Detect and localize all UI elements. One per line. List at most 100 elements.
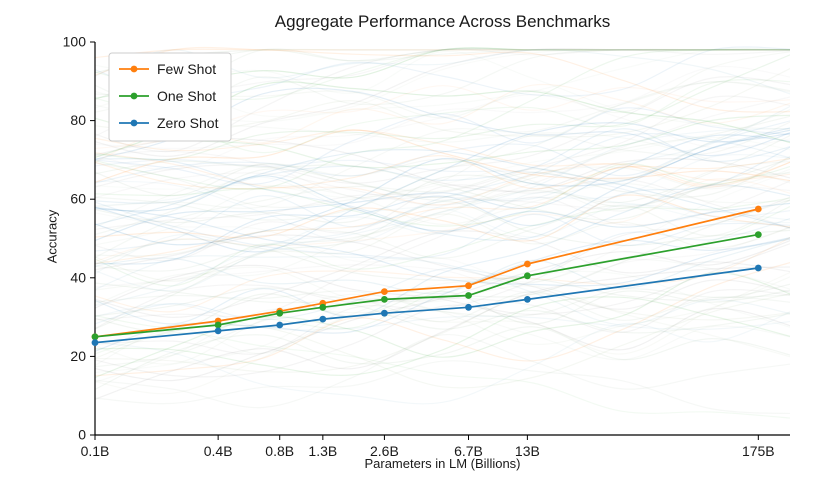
background-line [95, 176, 790, 238]
series-marker-one-shot [319, 303, 327, 311]
background-line [95, 206, 790, 287]
background-line [95, 217, 790, 325]
background-line [95, 258, 790, 367]
series-marker-zero-shot [381, 309, 388, 317]
background-line [95, 158, 790, 228]
background-line [95, 54, 790, 161]
legend-label: Few Shot [157, 61, 216, 77]
series-marker-one-shot [465, 292, 472, 299]
background-line [95, 266, 790, 401]
background-line [95, 332, 790, 419]
series-marker-zero-shot [754, 264, 762, 272]
background-line [95, 230, 790, 319]
background-line [95, 170, 790, 283]
background-line [95, 155, 790, 190]
background-line [95, 334, 790, 409]
y-tick-label: 0 [78, 427, 86, 443]
background-line [95, 80, 790, 221]
background-line [95, 290, 790, 368]
series-marker-zero-shot [524, 296, 531, 303]
background-line [95, 296, 790, 376]
background-line [95, 127, 790, 265]
series-marker-one-shot [214, 321, 222, 329]
background-line [95, 120, 790, 184]
y-tick-label: 40 [70, 269, 86, 285]
background-line [95, 199, 790, 317]
background-line [95, 284, 790, 333]
legend-marker [130, 119, 138, 127]
background-line [95, 163, 790, 227]
series-line-few-shot [94, 208, 759, 338]
background-line [95, 293, 790, 373]
background-line [95, 134, 790, 272]
x-tick-label: 0.8B [265, 443, 294, 459]
background-line [95, 236, 790, 313]
background-line [95, 160, 790, 221]
background-line [95, 136, 790, 199]
background-line [95, 360, 790, 415]
series-marker-zero-shot [276, 321, 284, 329]
background-line [95, 65, 790, 150]
background-line [95, 238, 790, 302]
background-line [95, 271, 790, 395]
background-line [95, 201, 790, 259]
background-line [95, 152, 790, 206]
series-marker-one-shot [381, 296, 388, 303]
background-line [95, 109, 790, 259]
background-line [95, 166, 790, 306]
series-marker-zero-shot [465, 303, 472, 311]
x-tick-label: 175B [742, 443, 775, 459]
series-marker-zero-shot [214, 327, 222, 335]
x-tick-label: 0.1B [81, 443, 110, 459]
background-line [95, 199, 790, 259]
background-line [95, 158, 790, 218]
y-tick-label: 100 [63, 34, 87, 50]
background-line [95, 121, 790, 209]
x-tick-label: 2.6B [370, 443, 399, 459]
background-line [95, 282, 790, 334]
background-line [95, 178, 790, 263]
chart-title: Aggregate Performance Across Benchmarks [274, 12, 611, 31]
background-line [95, 175, 790, 232]
series-marker-one-shot [276, 309, 284, 317]
y-tick-label: 60 [70, 191, 86, 207]
legend-marker [130, 65, 138, 73]
background-line [95, 48, 790, 59]
series-marker-one-shot [524, 272, 531, 280]
background-line [95, 81, 790, 209]
background-line [95, 266, 790, 358]
series-line-one-shot [94, 233, 759, 338]
background-line [95, 307, 790, 383]
background-line [95, 76, 790, 188]
series-marker-zero-shot [91, 339, 99, 346]
background-line [95, 194, 790, 242]
x-tick-label: 0.4B [204, 443, 233, 459]
background-line [95, 155, 790, 199]
background-line [95, 48, 790, 157]
background-line [95, 200, 790, 330]
background-line [95, 96, 790, 206]
background-line [95, 129, 790, 183]
background-line [95, 95, 790, 231]
background-line [95, 128, 790, 292]
x-axis-label: Parameters in LM (Billions) [364, 456, 521, 471]
background-line [95, 132, 790, 252]
legend-label: One Shot [157, 88, 216, 104]
background-line [95, 234, 790, 310]
background-line [95, 182, 790, 246]
y-tick-label: 80 [70, 112, 86, 128]
background-line [95, 303, 790, 331]
background-line [95, 122, 790, 253]
legend-box [108, 52, 232, 142]
background-line [95, 213, 790, 282]
axes: 0 20 40 60 80 100 0.1B 0.4B 0.8B 1.3B 2.6B 6.7B 13B 1… [63, 34, 790, 459]
background-line [95, 158, 790, 224]
series-one-shot [91, 231, 762, 341]
background-line [95, 105, 790, 307]
background-line [95, 115, 790, 236]
background-line [95, 146, 790, 241]
x-tick-label: 6.7B [454, 443, 483, 459]
series-marker-one-shot [91, 333, 99, 341]
series-marker-few-shot [524, 260, 531, 268]
